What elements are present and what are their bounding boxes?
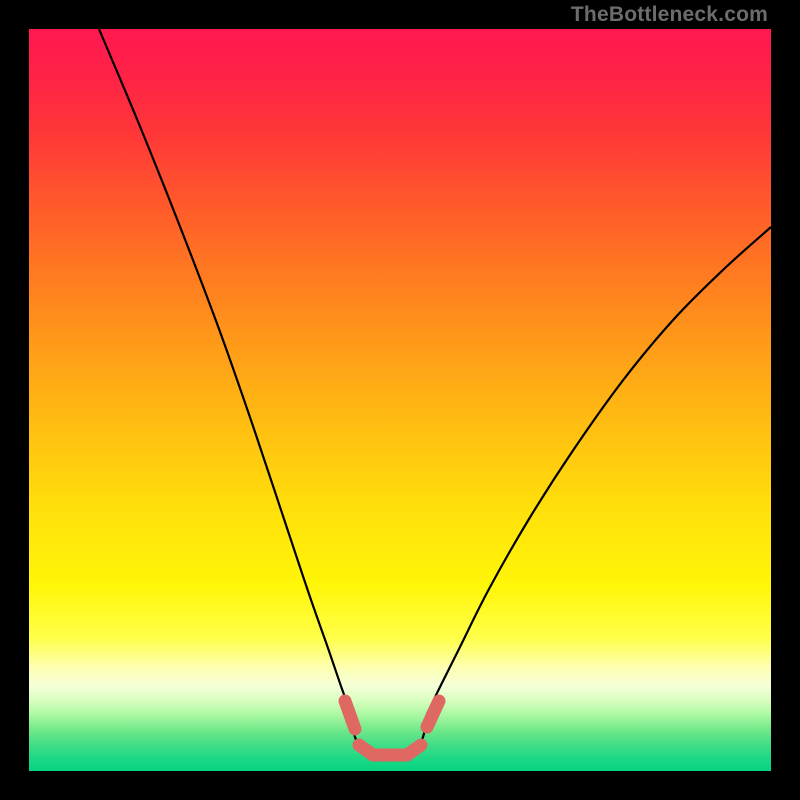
bottleneck-curve <box>99 29 771 757</box>
valley-markers <box>345 701 439 755</box>
marker-segment <box>345 701 355 729</box>
chart-frame: TheBottleneck.com <box>0 0 800 800</box>
plot-area <box>29 29 771 771</box>
marker-segment <box>407 745 421 755</box>
watermark-text: TheBottleneck.com <box>571 3 768 27</box>
marker-segment <box>427 701 439 727</box>
curve-layer <box>29 29 771 771</box>
